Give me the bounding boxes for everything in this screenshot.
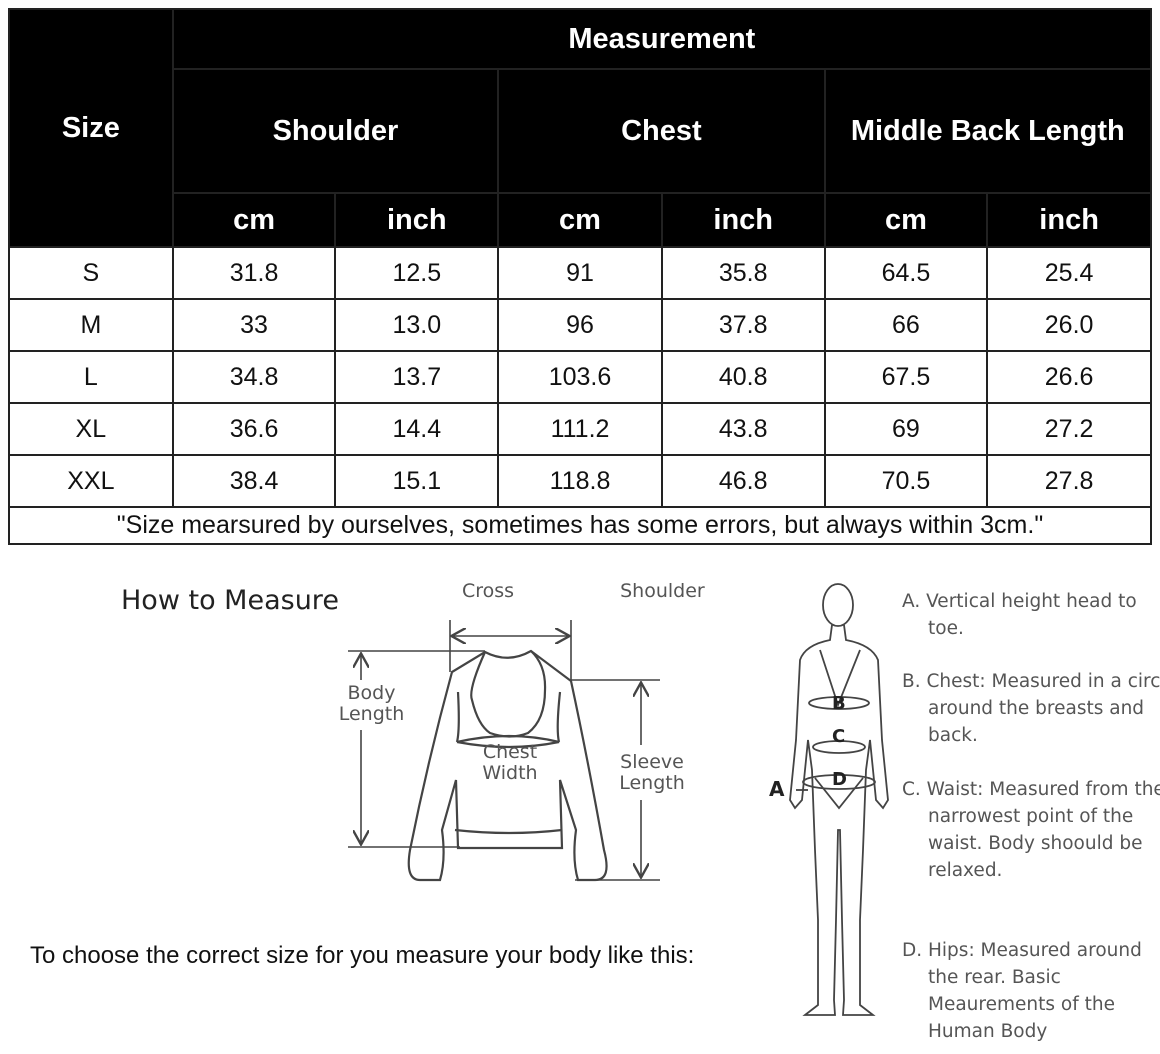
body-length-label: Body Length [338, 682, 405, 725]
measurement-header: Measurement [171, 8, 1153, 70]
value-cell: 31.8 [171, 246, 337, 300]
value-cell: 26.0 [986, 298, 1152, 352]
value-cell: 25.4 [986, 246, 1152, 300]
definition-b: B. Chest: Measured in a circle around th… [902, 671, 1160, 746]
value-cell: 38.4 [171, 454, 337, 508]
unit-header: cm [171, 192, 337, 248]
value-cell: 36.6 [171, 402, 337, 456]
table-row: L 34.8 13.7 103.6 40.8 67.5 26.6 [8, 350, 1152, 404]
definition-c: C. Waist: Measured from the narrowest po… [902, 779, 1160, 881]
value-cell: 67.5 [823, 350, 989, 404]
size-cell: XL [8, 402, 174, 456]
value-cell: 96 [497, 298, 663, 352]
value-cell: 33 [171, 298, 337, 352]
unit-header: inch [334, 192, 500, 248]
value-cell: 37.8 [660, 298, 826, 352]
value-cell: 111.2 [497, 402, 663, 456]
sweater-drawing [407, 649, 608, 882]
value-cell: 35.8 [660, 246, 826, 300]
value-cell: 70.5 [823, 454, 989, 508]
value-cell: 13.0 [334, 298, 500, 352]
table-row: XL 36.6 14.4 111.2 43.8 69 27.2 [8, 402, 1152, 456]
definition-a: A. Vertical height head to toe. [902, 591, 1137, 639]
chest-width-label: Chest Width [482, 741, 538, 784]
value-cell: 69 [823, 402, 989, 456]
value-cell: 26.6 [986, 350, 1152, 404]
value-cell: 40.8 [660, 350, 826, 404]
marker-a: A [769, 777, 785, 801]
size-note: "Size mearsured by ourselves, sometimes … [8, 506, 1152, 545]
value-cell: 13.7 [334, 350, 500, 404]
unit-header: cm [823, 192, 989, 248]
group-header: Chest [497, 68, 826, 194]
value-cell: 118.8 [497, 454, 663, 508]
how-to-measure-title: How to Measure [121, 585, 339, 616]
value-cell: 12.5 [334, 246, 500, 300]
marker-c: C [832, 726, 846, 747]
size-cell: M [8, 298, 174, 352]
unit-header: inch [660, 192, 826, 248]
table-row: S 31.8 12.5 91 35.8 64.5 25.4 [8, 246, 1152, 300]
size-cell: L [8, 350, 174, 404]
dimension-lines [348, 620, 660, 881]
value-cell: 34.8 [171, 350, 337, 404]
value-cell: 66 [823, 298, 989, 352]
value-cell: 103.6 [497, 350, 663, 404]
value-cell: 64.5 [823, 246, 989, 300]
unit-header: cm [497, 192, 663, 248]
size-header: Size [8, 8, 174, 248]
group-header: Shoulder [171, 68, 500, 194]
marker-d: D [832, 769, 847, 790]
group-header: Middle Back Length [823, 68, 1153, 194]
value-cell: 91 [497, 246, 663, 300]
cross-shoulder-label: Cross Shoulder [462, 580, 705, 602]
table-row: XXL 38.4 15.1 118.8 46.8 70.5 27.8 [8, 454, 1152, 508]
marker-b: B [832, 693, 846, 714]
sleeve-length-label: Sleeve Length [619, 751, 685, 794]
unit-header: inch [986, 192, 1152, 248]
body-figure [789, 583, 889, 1016]
value-cell: 46.8 [660, 454, 826, 508]
value-cell: 43.8 [660, 402, 826, 456]
definition-d: D. Hips: Measured around the rear. Basic… [902, 940, 1142, 1042]
value-cell: 27.8 [986, 454, 1152, 508]
size-cell: S [8, 246, 174, 300]
table-row: M 33 13.0 96 37.8 66 26.0 [8, 298, 1152, 352]
value-cell: 14.4 [334, 402, 500, 456]
value-cell: 27.2 [986, 402, 1152, 456]
value-cell: 15.1 [334, 454, 500, 508]
instruction-text: To choose the correct size for you measu… [30, 942, 695, 969]
size-table: Size Measurement Shoulder Chest Middle B… [8, 8, 1153, 545]
size-cell: XXL [8, 454, 174, 508]
